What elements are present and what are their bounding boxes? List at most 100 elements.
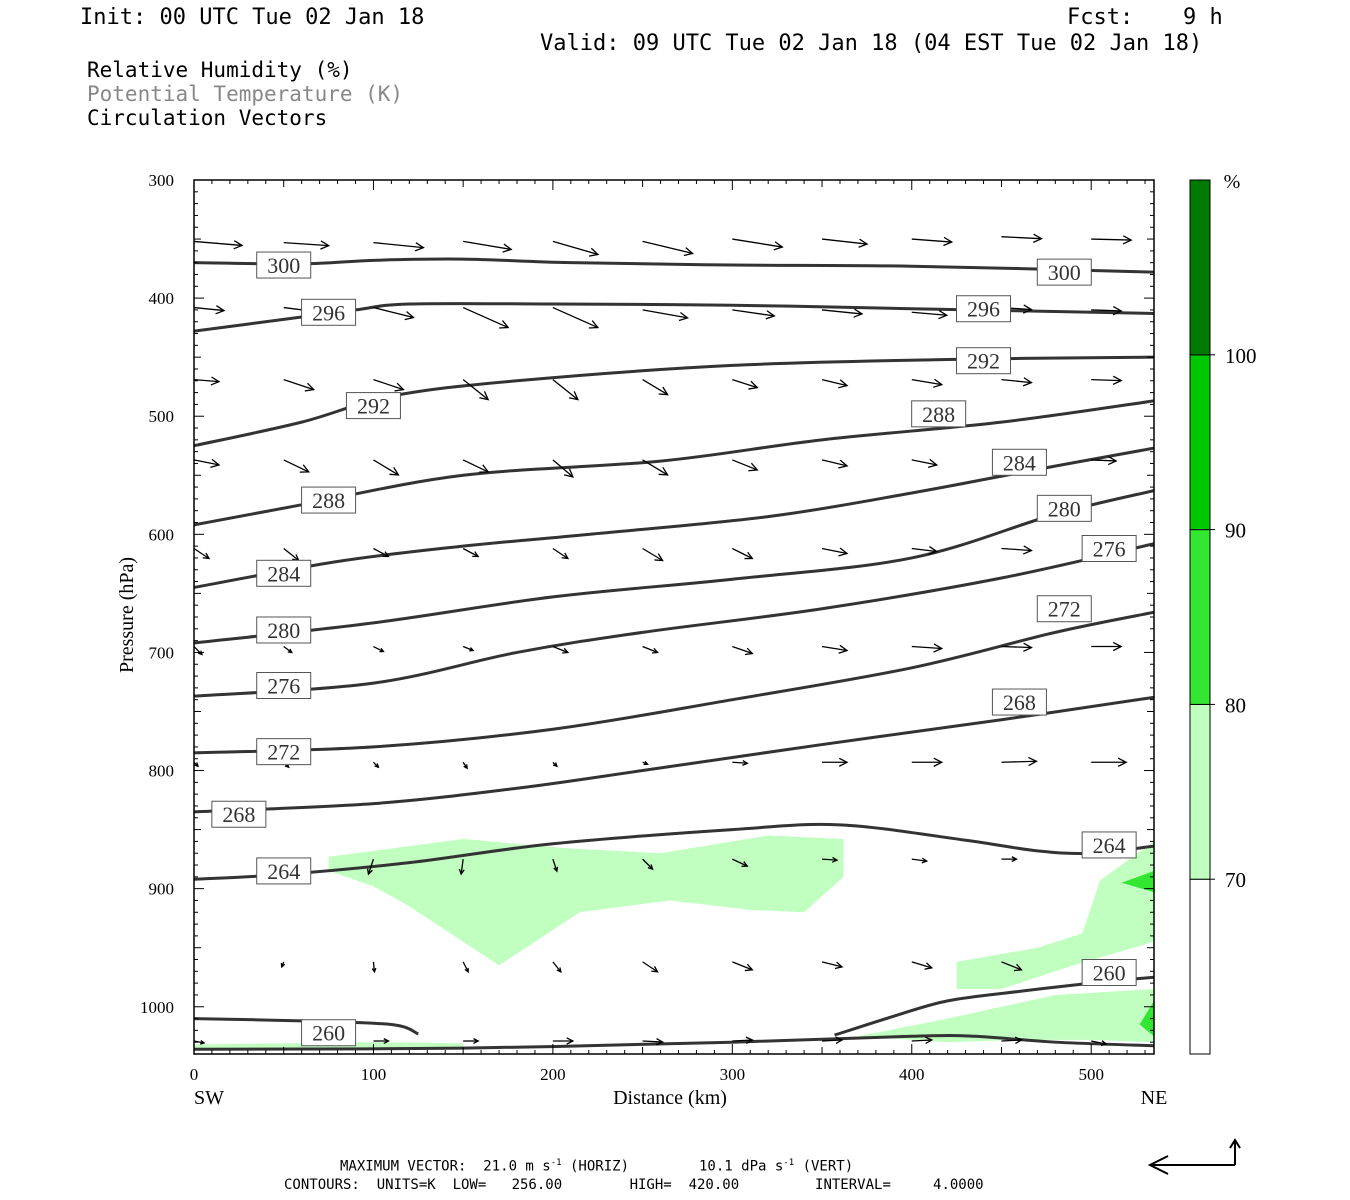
contour-label-292: 292 <box>956 347 1012 375</box>
contour-label-272: 272 <box>1036 595 1092 623</box>
circulation-vector <box>462 547 480 558</box>
circulation-vector <box>642 760 649 766</box>
circulation-vector <box>911 546 939 556</box>
circulation-vector <box>1091 305 1123 316</box>
contour-label-296: 296 <box>301 298 357 326</box>
rh-area-80-90-0 <box>1121 870 1154 893</box>
contour-label-284: 284 <box>991 448 1047 476</box>
legend-vectors: Circulation Vectors <box>87 106 328 130</box>
y-tick-label: 300 <box>149 171 175 190</box>
axes-layer: 0 100 200 300 400 500 300 400 500 600 700 800 900 100… <box>140 171 1155 1084</box>
contour-label-300: 300 <box>256 251 312 279</box>
x-left-label: SW <box>194 1087 224 1109</box>
circulation-vector <box>642 1037 665 1046</box>
circulation-vector <box>1001 1036 1023 1045</box>
y-tick-label: 800 <box>149 762 175 781</box>
x-right-label: NE <box>1141 1087 1168 1109</box>
circulation-vector <box>552 1037 575 1045</box>
circulation-vector <box>1091 456 1118 466</box>
circulation-vector <box>373 306 415 321</box>
circulation-vector <box>732 238 784 251</box>
svg-text:284: 284 <box>267 561 300 586</box>
svg-text:268: 268 <box>222 802 255 827</box>
fcst-value: 9 h <box>1183 5 1223 30</box>
circulation-vector <box>1001 856 1018 863</box>
circulation-vector <box>821 961 844 970</box>
svg-text:260: 260 <box>1093 961 1126 986</box>
y-tick-label: 600 <box>149 525 175 544</box>
svg-text:300: 300 <box>267 253 300 278</box>
svg-text:280: 280 <box>267 618 300 643</box>
contour-label-276: 276 <box>1081 534 1137 562</box>
colorbar: 70 80 90 100 <box>1189 179 1257 1055</box>
rh-shading-layer <box>194 835 1154 1051</box>
colorbar-swatch <box>1189 703 1211 880</box>
x-axis-title: Distance (km) <box>613 1087 727 1109</box>
svg-text:288: 288 <box>922 402 955 427</box>
contour-label-layer: 300 300 296 296 292 292 288 288 284 284 280 280 276 2… <box>211 251 1137 1047</box>
y-tick-label: 900 <box>149 880 175 899</box>
circulation-vector <box>1001 961 1023 972</box>
circulation-vector <box>732 961 754 972</box>
circulation-vector <box>1001 545 1033 555</box>
valid-time: Valid: 09 UTC Tue 02 Jan 18 (04 EST Tue … <box>540 31 1203 56</box>
theta-contour-layer <box>194 257 1154 1051</box>
circulation-vector <box>911 458 939 468</box>
svg-text:296: 296 <box>967 297 1000 322</box>
circulation-vector <box>193 646 204 656</box>
circulation-vector <box>821 856 839 863</box>
y-tick-label: 700 <box>149 643 175 662</box>
legend-theta: Potential Temperature (K) <box>87 82 404 106</box>
circulation-vector <box>911 378 944 388</box>
y-tick-label: 500 <box>149 407 175 426</box>
circulation-vector <box>911 309 949 320</box>
circulation-vector <box>822 1036 844 1045</box>
circulation-vector <box>1091 1040 1108 1047</box>
circulation-vector <box>552 547 570 560</box>
circulation-vector <box>1001 756 1038 767</box>
theta-contour-268-8 <box>194 695 1154 814</box>
circulation-vector <box>911 857 929 864</box>
colorbar-swatch <box>1189 878 1211 1055</box>
svg-text:280: 280 <box>1048 496 1081 521</box>
colorbar-unit: % <box>1224 171 1241 193</box>
colorbar-label: 70 <box>1225 868 1246 892</box>
circulation-vector <box>373 645 385 653</box>
circulation-vector <box>193 376 221 386</box>
svg-text:268: 268 <box>1003 690 1036 715</box>
contour-label-296: 296 <box>956 295 1012 323</box>
contour-label-288: 288 <box>301 486 357 514</box>
circulation-vector <box>821 308 864 318</box>
contour-label-264: 264 <box>1081 831 1137 859</box>
circulation-vector <box>193 458 221 468</box>
circulation-vector <box>462 761 468 770</box>
y-tick-label: 400 <box>149 289 175 308</box>
contour-label-284: 284 <box>256 559 312 587</box>
circulation-vector <box>642 309 690 322</box>
circulation-vector <box>552 858 559 873</box>
rh-area-70-80-1 <box>956 841 1154 990</box>
svg-text:272: 272 <box>1048 597 1081 622</box>
circulation-vector <box>366 858 375 876</box>
circulation-vector <box>911 757 944 767</box>
svg-text:284: 284 <box>1003 450 1036 475</box>
circulation-vector <box>1001 233 1043 243</box>
svg-text:276: 276 <box>267 674 300 699</box>
footer-contours: CONTOURS: UNITS=K LOW= 256.00 HIGH= 420.… <box>284 1177 984 1193</box>
contour-label-264: 264 <box>256 857 312 885</box>
contour-label-268: 268 <box>211 800 267 828</box>
circulation-vector <box>193 547 211 560</box>
footer-max-vector: MAXIMUM VECTOR: 21.0 m s-1 (HORIZ) 10.1 d… <box>340 1158 854 1175</box>
x-tick-label: 400 <box>899 1065 925 1084</box>
circulation-vector <box>732 459 759 472</box>
svg-text:260: 260 <box>312 1021 345 1046</box>
circulation-vector <box>552 459 574 478</box>
theta-contour-272-7 <box>194 610 1154 755</box>
circulation-vector <box>642 858 654 871</box>
x-tick-label: 200 <box>540 1065 566 1084</box>
circulation-vector <box>732 645 754 656</box>
contour-label-260: 260 <box>1081 959 1137 987</box>
circulation-vector <box>462 961 469 974</box>
x-tick-label: 100 <box>361 1065 387 1084</box>
circulation-vector <box>283 547 300 562</box>
